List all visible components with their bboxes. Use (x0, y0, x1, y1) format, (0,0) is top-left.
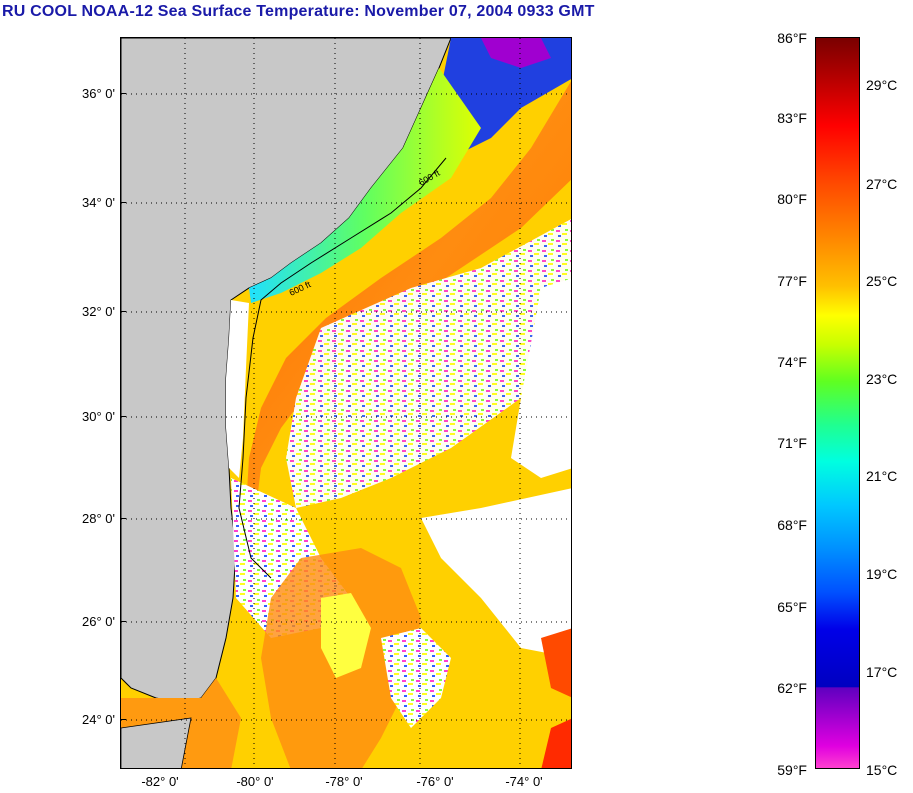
map-title: RU COOL NOAA-12 Sea Surface Temperature:… (2, 3, 595, 20)
colorbar-c-label: 25°C (866, 273, 898, 289)
lat-label: 30° 0' (82, 409, 115, 424)
lat-label: 36° 0' (82, 86, 115, 101)
lat-tick (120, 93, 126, 94)
colorbar-f-label: 62°F (777, 680, 807, 696)
lat-label: 26° 0' (82, 614, 115, 629)
colorbar-f-label: 59°F (777, 762, 807, 778)
lat-tick (120, 719, 126, 720)
colorbar-c-label: 19°C (866, 566, 898, 582)
lon-label: -74° 0' (505, 774, 543, 789)
colorbar-c-label: 21°C (866, 468, 898, 484)
colorbar-f-label: 86°F (777, 30, 807, 46)
colorbar-c-label: 29°C (866, 77, 898, 93)
lat-tick (120, 202, 126, 203)
lat-tick (120, 311, 126, 312)
colorbar-f-label: 83°F (777, 110, 807, 126)
colorbar-c-label: 23°C (866, 371, 898, 387)
colorbar-f-label: 71°F (777, 435, 807, 451)
lon-label: -78° 0' (325, 774, 363, 789)
colorbar-f-label: 80°F (777, 191, 807, 207)
lat-tick (120, 621, 126, 622)
temperature-colorbar (815, 37, 860, 769)
sst-map-image: 600 ft 600 ft (121, 38, 571, 768)
lat-label: 24° 0' (82, 712, 115, 727)
lat-label: 34° 0' (82, 195, 115, 210)
colorbar-f-label: 68°F (777, 517, 807, 533)
lon-label: -76° 0' (416, 774, 454, 789)
colorbar-f-label: 65°F (777, 599, 807, 615)
lon-label: -80° 0' (236, 774, 274, 789)
colorbar-c-label: 15°C (866, 762, 898, 778)
lon-label: -82° 0' (141, 774, 179, 789)
lat-tick (120, 518, 126, 519)
colorbar-c-label: 27°C (866, 176, 898, 192)
colorbar-f-label: 77°F (777, 273, 807, 289)
sst-map: 600 ft 600 ft (120, 37, 572, 769)
lat-label: 28° 0' (82, 511, 115, 526)
colorbar-c-label: 17°C (866, 664, 898, 680)
colorbar-f-label: 74°F (777, 354, 807, 370)
lat-label: 32° 0' (82, 304, 115, 319)
lat-tick (120, 416, 126, 417)
